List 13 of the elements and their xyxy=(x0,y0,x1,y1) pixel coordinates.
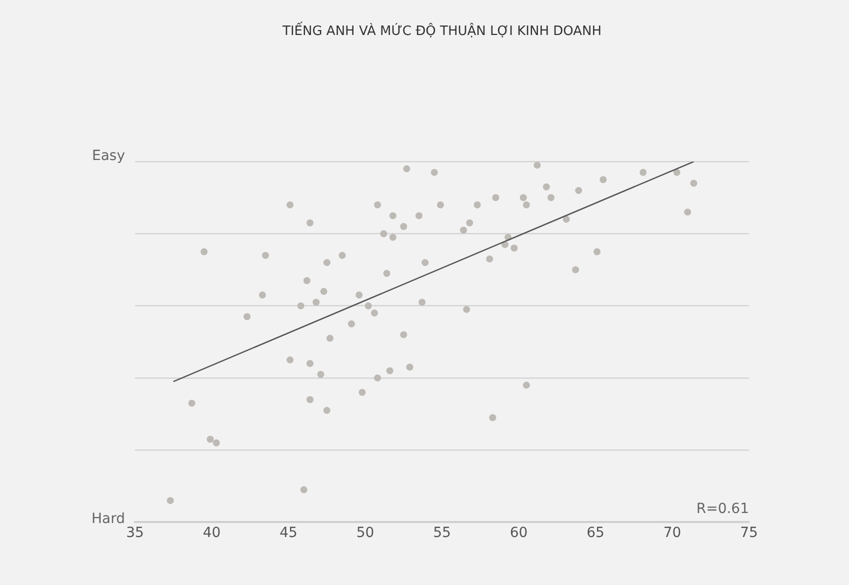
x-tick-label: 40 xyxy=(202,525,221,542)
x-tick-label: 75 xyxy=(740,525,758,542)
text: Easy xyxy=(92,148,125,164)
x-tick-label: 55 xyxy=(433,525,451,542)
x-tick-label: 35 xyxy=(126,525,144,542)
x-tick-label: 70 xyxy=(663,525,682,542)
x-tick-label: 45 xyxy=(280,525,298,542)
x-tick-label: 65 xyxy=(586,525,604,542)
x-tick-label: 50 xyxy=(356,525,374,542)
x-tick-label: 60 xyxy=(510,525,528,542)
chart-title: TIẾNG ANH VÀ MỨC ĐỘ THUẬN LỢI KINH DOANH xyxy=(281,21,602,40)
text: Hard xyxy=(91,510,125,527)
annotation: R=0.61 xyxy=(696,500,749,517)
